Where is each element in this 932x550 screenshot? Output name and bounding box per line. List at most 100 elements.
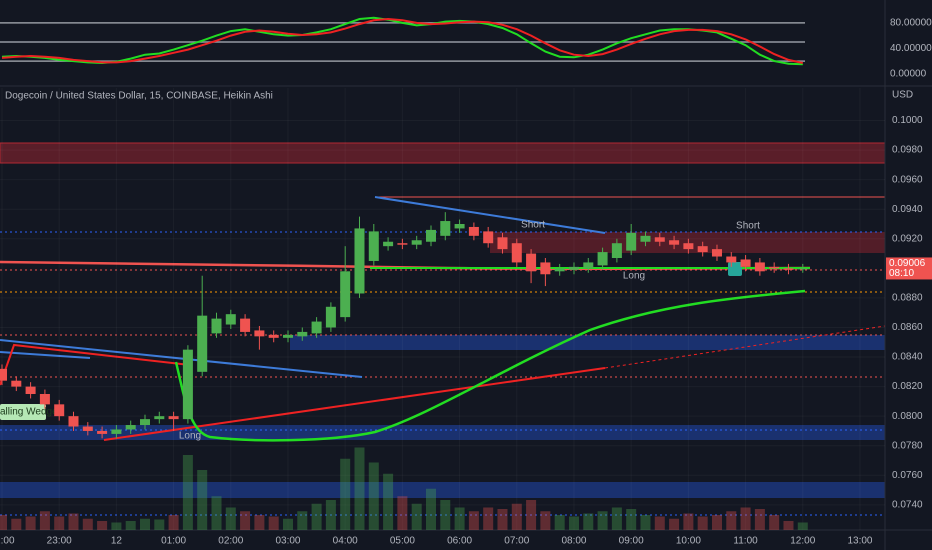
x-tick-label: 13:00: [847, 536, 872, 547]
trend-line: [103, 367, 606, 441]
volume-bar: [411, 503, 422, 530]
volume-bar: [282, 518, 293, 530]
volume-bar: [82, 518, 93, 530]
y-tick-label: 0.0820: [892, 381, 923, 392]
trend-line: [374, 196, 606, 234]
volume-bar: [254, 515, 265, 530]
candle-body: [468, 226, 479, 236]
y-tick-label: 0.0880: [892, 293, 923, 304]
volume-bar: [311, 503, 322, 530]
candle-body: [626, 232, 637, 251]
candle-body: [669, 240, 680, 245]
volume-bar: [740, 507, 751, 530]
candle-body: [354, 228, 365, 294]
volume-bar: [125, 521, 136, 530]
candle-body: [25, 386, 36, 394]
candle-body: [754, 262, 765, 272]
candle-body: [297, 331, 308, 337]
volume-bar: [211, 496, 222, 530]
candle-body: [97, 430, 108, 434]
candle-body: [440, 221, 451, 236]
candle-body: [11, 380, 22, 387]
candle-body: [0, 368, 8, 381]
annotation: alling Wedge: [0, 407, 58, 418]
candle-body: [211, 318, 222, 334]
volume-bar: [111, 522, 122, 530]
candle-body: [82, 426, 93, 431]
x-tick-label: 10:00: [676, 536, 701, 547]
x-tick-label: 05:00: [390, 536, 415, 547]
candle-body: [240, 318, 251, 332]
volume-bar: [440, 500, 451, 530]
candle-body: [554, 268, 565, 272]
volume-bar: [769, 515, 780, 530]
candle-body: [168, 416, 179, 420]
candle-body: [497, 237, 508, 250]
osc-line: [1, 16, 803, 66]
candle-body: [769, 266, 780, 269]
candle-body: [511, 243, 522, 263]
volume-bar: [397, 496, 408, 530]
volume-bar: [483, 507, 494, 530]
candle-body: [425, 229, 436, 242]
volume-bar: [454, 507, 465, 530]
volume-bar: [583, 513, 594, 530]
candle-body: [583, 262, 594, 269]
y-tick-label: 0.0800: [892, 411, 923, 422]
candle-body: [526, 253, 537, 272]
currency-label: USD: [892, 90, 913, 101]
y-tick-label: 0.0760: [892, 470, 923, 481]
countdown-label: 08:10: [889, 268, 914, 279]
volume-bar: [640, 515, 651, 530]
candle-body: [197, 315, 208, 372]
volume-bar: [154, 519, 165, 530]
volume-bar: [354, 447, 365, 530]
candle-body: [154, 416, 165, 420]
x-tick-label: 02:00: [218, 536, 243, 547]
x-tick-label: 12:00: [790, 536, 815, 547]
volume-bar: [297, 511, 308, 530]
annotation: Long: [179, 431, 201, 442]
zone: [0, 142, 886, 164]
volume-bar: [669, 518, 680, 530]
x-tick-label: 11:00: [733, 536, 758, 547]
y-tick-label: 0.1000: [892, 115, 923, 126]
candle-body: [568, 266, 579, 270]
volume-bar: [97, 521, 108, 530]
candle-body: [740, 259, 751, 267]
candle-body: [540, 262, 551, 275]
x-tick-label: 23:00: [47, 536, 72, 547]
y-tick-label: 0.0980: [892, 145, 923, 156]
volume-bar: [597, 511, 608, 530]
candle-body: [54, 404, 65, 417]
trend-line: [0, 351, 91, 359]
trend-line: [604, 325, 886, 369]
y-tick-label: 0.0940: [892, 204, 923, 215]
candle-body: [111, 429, 122, 434]
volume-bar: [711, 515, 722, 530]
candle-body: [311, 321, 322, 334]
x-tick-label: 22:00: [0, 536, 15, 547]
y-tick-label: 0.0740: [892, 500, 923, 511]
volume-bar: [697, 516, 708, 530]
osc-tick-label: 40.00000: [890, 43, 932, 54]
candle-body: [268, 334, 279, 338]
y-tick-label: 0.0840: [892, 352, 923, 363]
candle-body: [39, 394, 50, 405]
x-tick-label: 04:00: [333, 536, 358, 547]
x-tick-label: 12: [111, 536, 123, 547]
volume-bar: [325, 500, 336, 530]
volume-bar: [54, 516, 65, 530]
zone: [0, 425, 885, 440]
candle-body: [683, 243, 694, 250]
candle-body: [697, 246, 708, 253]
x-tick-label: 08:00: [561, 536, 586, 547]
volume-bar: [797, 522, 808, 530]
osc-tick-label: 0.00000: [890, 69, 927, 80]
candle-body: [797, 268, 808, 270]
annotation: Long: [623, 271, 645, 282]
volume-bar: [425, 488, 436, 530]
candle-body: [340, 271, 351, 318]
